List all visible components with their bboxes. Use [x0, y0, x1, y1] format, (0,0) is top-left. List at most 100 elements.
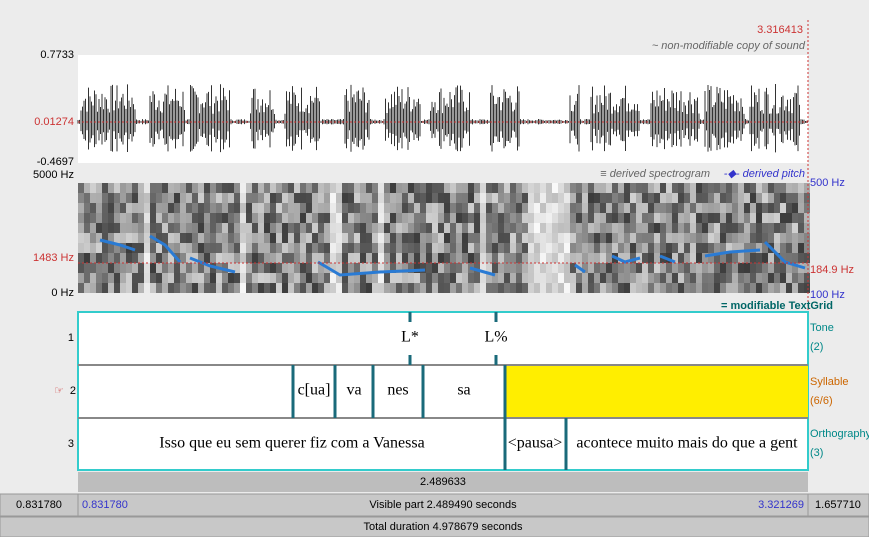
spectrogram-cell — [90, 253, 96, 263]
spectrogram-cell — [384, 283, 390, 293]
spectrogram-cell — [168, 213, 174, 223]
interval-label[interactable]: <pausa> — [508, 435, 562, 452]
spectrogram-cell — [408, 243, 414, 253]
spectrogram-cell — [174, 243, 180, 253]
spectrogram-cell — [396, 243, 402, 253]
spectrogram-cell — [270, 283, 276, 293]
spectrogram-cell — [138, 253, 144, 263]
spectrogram-cell — [546, 263, 552, 273]
spectrogram-cell — [240, 253, 246, 263]
spectrogram-cell — [282, 233, 288, 243]
spectrogram-cell — [252, 233, 258, 243]
spectrogram-cell — [78, 263, 84, 273]
interval-label[interactable]: Isso que eu sem querer fiz com a Vanessa — [159, 435, 424, 452]
interval-label[interactable]: sa — [457, 382, 470, 399]
interval-label[interactable]: nes — [387, 382, 408, 399]
spectrogram-cell — [606, 183, 612, 193]
spectrogram-cell — [672, 183, 678, 193]
spectrogram-cell — [540, 183, 546, 193]
spectrogram-cell — [396, 193, 402, 203]
spectrogram-cell — [336, 183, 342, 193]
spectrogram-cell — [282, 193, 288, 203]
interval-label[interactable]: L* — [401, 329, 419, 346]
spectrogram-cell — [252, 203, 258, 213]
interval-label[interactable]: c[ua] — [298, 382, 331, 399]
spectrogram-cell — [156, 273, 162, 283]
spectrogram-cell — [150, 203, 156, 213]
spectrogram-cell — [774, 273, 780, 283]
tier-name[interactable]: Orthography — [810, 428, 869, 440]
spectrogram-cell — [378, 243, 384, 253]
spectrogram-cell — [78, 233, 84, 243]
spectrogram-cell — [204, 243, 210, 253]
spectrogram-cell — [738, 213, 744, 223]
spectrogram-cell — [486, 213, 492, 223]
spectrogram-cell — [198, 233, 204, 243]
spectrogram-cell — [702, 273, 708, 283]
spectrogram-cell — [174, 283, 180, 293]
spectrogram-cell — [504, 283, 510, 293]
spectrogram-cell — [444, 243, 450, 253]
spectrogram-cell — [264, 223, 270, 233]
spectrogram-cell — [504, 233, 510, 243]
spectrogram-cell — [606, 203, 612, 213]
spectrogram-cell — [654, 283, 660, 293]
spectrogram-cell — [528, 273, 534, 283]
spectrogram-cell — [726, 223, 732, 233]
spectrogram-cell — [186, 273, 192, 283]
spectrogram-cell — [780, 183, 786, 193]
spectrogram-cell — [762, 193, 768, 203]
spectrogram-cell — [192, 243, 198, 253]
spectrogram-cell — [756, 273, 762, 283]
spectrogram-cell — [666, 193, 672, 203]
spectrogram-cell — [414, 253, 420, 263]
spectrogram-cell — [456, 233, 462, 243]
spectrogram-cell — [300, 193, 306, 203]
spectrogram-cell — [402, 213, 408, 223]
spectrogram-cell — [660, 193, 666, 203]
spectrogram-cell — [102, 193, 108, 203]
interval-label[interactable]: va — [346, 382, 361, 399]
spectrogram-cell — [360, 193, 366, 203]
spectrogram-cell — [774, 233, 780, 243]
spectrogram-cell — [270, 253, 276, 263]
spectrogram-cell — [534, 273, 540, 283]
spectrogram-cell — [540, 243, 546, 253]
spectrogram-cell — [90, 263, 96, 273]
spectrogram-cell — [564, 283, 570, 293]
interval-label[interactable]: L% — [484, 329, 507, 346]
spectrogram-cell — [606, 273, 612, 283]
spectrogram-cell — [132, 253, 138, 263]
spectrogram-cell — [642, 233, 648, 243]
spectrogram-cell — [420, 273, 426, 283]
spectrogram-cell — [768, 273, 774, 283]
spectrogram-cell — [516, 233, 522, 243]
spectrogram-cell — [348, 183, 354, 193]
spectrogram-cell — [132, 283, 138, 293]
spectrogram-cell — [660, 233, 666, 243]
spectrogram-cell — [432, 213, 438, 223]
freq-cursor: 1483 Hz — [33, 252, 74, 264]
spectrogram-cell — [516, 273, 522, 283]
spectrogram-cell — [522, 223, 528, 233]
spectrogram-cell — [330, 213, 336, 223]
interval-label[interactable]: acontece muito mais do que a gent — [576, 435, 798, 452]
spectrogram-cell — [510, 193, 516, 203]
spectrogram-cell — [342, 233, 348, 243]
spectrogram-cell — [750, 273, 756, 283]
spectrogram-cell — [546, 243, 552, 253]
spectrogram-cell — [684, 223, 690, 233]
tier-name[interactable]: Syllable — [810, 376, 849, 388]
spectrogram-cell — [222, 183, 228, 193]
spectrogram-cell — [570, 193, 576, 203]
spectrogram-cell — [474, 183, 480, 193]
tier-name[interactable]: Tone — [810, 322, 834, 334]
spectrogram-cell — [378, 283, 384, 293]
spectrogram-cell — [564, 263, 570, 273]
spectrogram-cell — [156, 253, 162, 263]
spectrogram-cell — [780, 213, 786, 223]
spectrogram-cell — [330, 253, 336, 263]
spectrogram-cell — [612, 283, 618, 293]
spectrogram-cell — [642, 273, 648, 283]
spectrogram-cell — [414, 203, 420, 213]
